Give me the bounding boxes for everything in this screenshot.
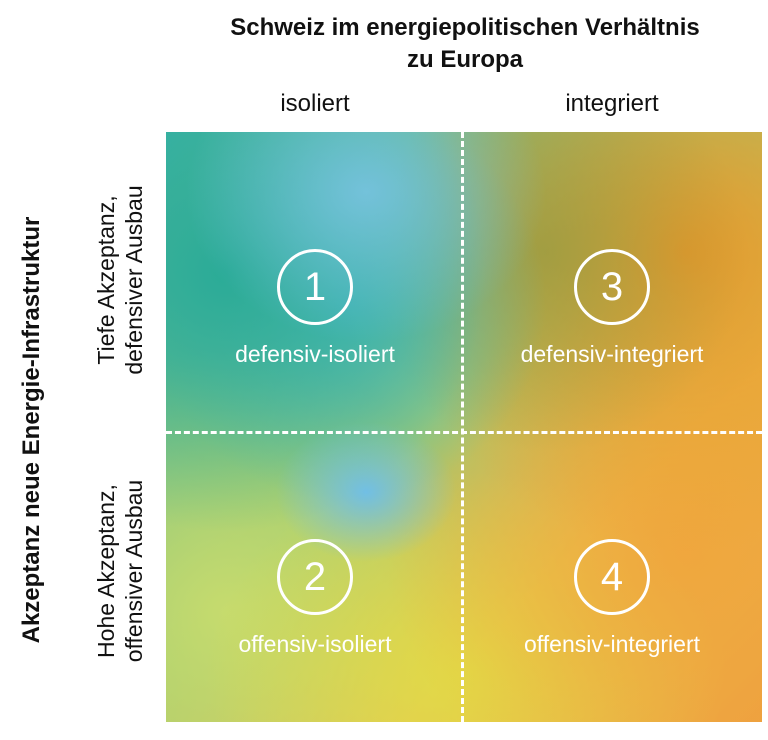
quadrant-4-label: offensiv-integriert — [524, 631, 700, 657]
row-label-line1: Hohe Akzeptanz, — [93, 484, 119, 658]
quadrant-4-number: 4 — [574, 539, 650, 615]
quadrant-3-label: defensiv-integriert — [520, 341, 704, 367]
vertical-divider — [461, 132, 464, 722]
quadrant-1-number: 1 — [277, 249, 353, 325]
row-label-tiefe: Tiefe Akzeptanz, defensiver Ausbau — [92, 130, 148, 430]
row-label-line1: Tiefe Akzeptanz, — [93, 195, 119, 365]
column-label-isoliert: isoliert — [280, 90, 350, 117]
horizontal-divider — [166, 431, 762, 434]
quadrant-3-number: 3 — [574, 249, 650, 325]
column-label-integriert: integriert — [565, 90, 659, 117]
quadrant-grid — [166, 132, 762, 722]
row-label-line2: offensiver Ausbau — [121, 479, 147, 663]
quadrant-2-label: offensiv-isoliert — [238, 631, 392, 657]
y-axis-title: Akzeptanz neue Energie-Infrastruktur — [18, 216, 45, 644]
row-label-line2: defensiver Ausbau — [121, 185, 147, 375]
diagram-title-line1: Schweiz im energiepolitischen Verhältnis — [230, 14, 700, 41]
diagram-title-line2: zu Europa — [406, 46, 523, 73]
quadrant-1-label: defensiv-isoliert — [235, 341, 395, 367]
row-label-hohe: Hohe Akzeptanz, offensiver Ausbau — [92, 421, 148, 721]
quadrant-2-number: 2 — [277, 539, 353, 615]
